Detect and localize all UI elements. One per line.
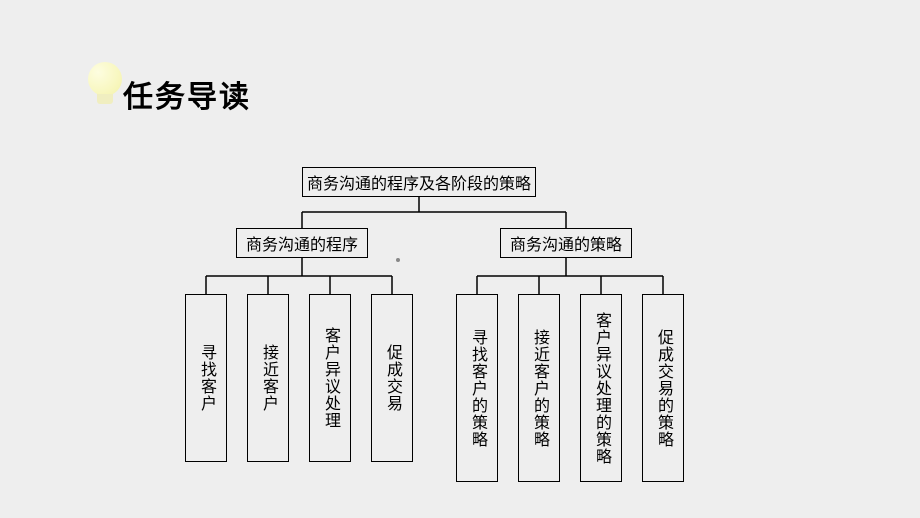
lightbulb-icon (86, 62, 124, 110)
tree-branch-node: 商务沟通的程序 (236, 228, 368, 258)
tree-leaf-node: 接近客户 (247, 294, 289, 462)
tree-root-node: 商务沟通的程序及各阶段的策略 (302, 167, 536, 197)
center-marker-dot (396, 258, 400, 262)
tree-leaf-node: 寻找客户 (185, 294, 227, 462)
tree-branch-node: 商务沟通的策略 (500, 228, 632, 258)
tree-leaf-node: 促成交易的策略 (642, 294, 684, 482)
page-title: 任务导读 (123, 72, 251, 116)
tree-leaf-node: 寻找客户的策略 (456, 294, 498, 482)
tree-leaf-node: 客户异议处理的策略 (580, 294, 622, 482)
tree-leaf-node: 促成交易 (371, 294, 413, 462)
tree-leaf-node: 客户异议处理 (309, 294, 351, 462)
tree-leaf-node: 接近客户的策略 (518, 294, 560, 482)
